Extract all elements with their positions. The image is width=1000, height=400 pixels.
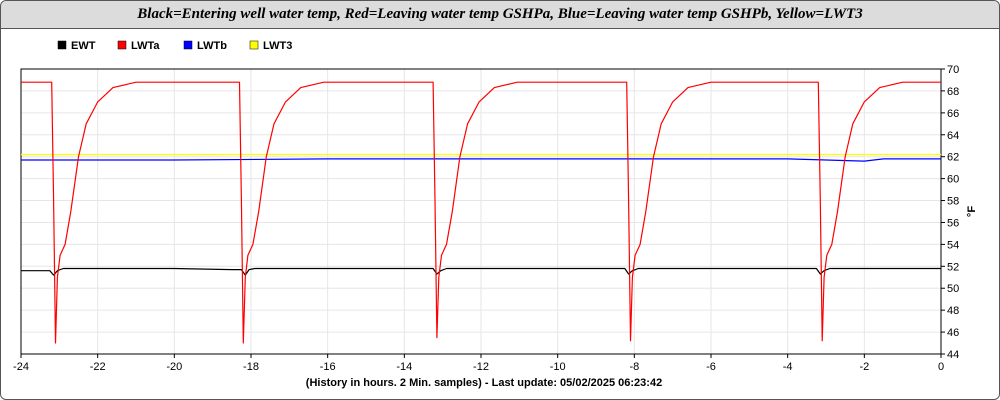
y-tick-label: 44 bbox=[947, 349, 959, 361]
x-tick-label: 0 bbox=[938, 361, 944, 373]
x-tick-label: -8 bbox=[629, 361, 639, 373]
legend-swatch-lwt3 bbox=[249, 40, 259, 50]
legend-label-lwta: LWTa bbox=[131, 40, 160, 52]
series-line-ewt bbox=[21, 267, 941, 276]
y-tick-label: 58 bbox=[947, 196, 959, 208]
x-tick-label: -4 bbox=[783, 361, 793, 373]
x-tick-label: -24 bbox=[13, 361, 29, 373]
y-tick-label: 54 bbox=[947, 239, 959, 251]
y-tick-label: 48 bbox=[947, 305, 959, 317]
legend-label-ewt: EWT bbox=[71, 40, 96, 52]
x-tick-label: -18 bbox=[243, 361, 259, 373]
y-tick-label: 66 bbox=[947, 108, 959, 120]
series-line-lwta bbox=[21, 81, 941, 344]
y-tick-label: 50 bbox=[947, 283, 959, 295]
x-tick-label: -12 bbox=[473, 361, 489, 373]
y-tick-label: 68 bbox=[947, 86, 959, 98]
legend-label-lwtb: LWTb bbox=[197, 40, 227, 52]
legend-label-lwt3: LWT3 bbox=[263, 40, 292, 52]
plot-border bbox=[20, 68, 942, 355]
y-tick-label: 62 bbox=[947, 152, 959, 164]
x-tick-label: -16 bbox=[320, 361, 336, 373]
legend-swatch-lwta bbox=[117, 40, 127, 50]
y-axis-title: °F bbox=[966, 206, 978, 217]
legend-swatch-ewt bbox=[57, 40, 67, 50]
x-tick-label: -6 bbox=[706, 361, 716, 373]
legend-swatch-lwtb bbox=[183, 40, 193, 50]
y-tick-label: 46 bbox=[947, 327, 959, 339]
y-tick-label: 60 bbox=[947, 174, 959, 186]
chart-title: Black=Entering well water temp, Red=Leav… bbox=[1, 1, 999, 29]
x-tick-label: -10 bbox=[550, 361, 566, 373]
y-tick-label: 64 bbox=[947, 130, 959, 142]
y-tick-label: 70 bbox=[947, 64, 959, 76]
x-tick-label: -20 bbox=[166, 361, 182, 373]
series-line-lwtb bbox=[21, 158, 941, 162]
x-axis-title: (History in hours. 2 Min. samples) - Las… bbox=[306, 377, 662, 389]
y-tick-label: 56 bbox=[947, 217, 959, 229]
x-tick-label: -14 bbox=[396, 361, 412, 373]
x-tick-label: -22 bbox=[90, 361, 106, 373]
x-tick-label: -2 bbox=[859, 361, 869, 373]
y-tick-label: 52 bbox=[947, 261, 959, 273]
